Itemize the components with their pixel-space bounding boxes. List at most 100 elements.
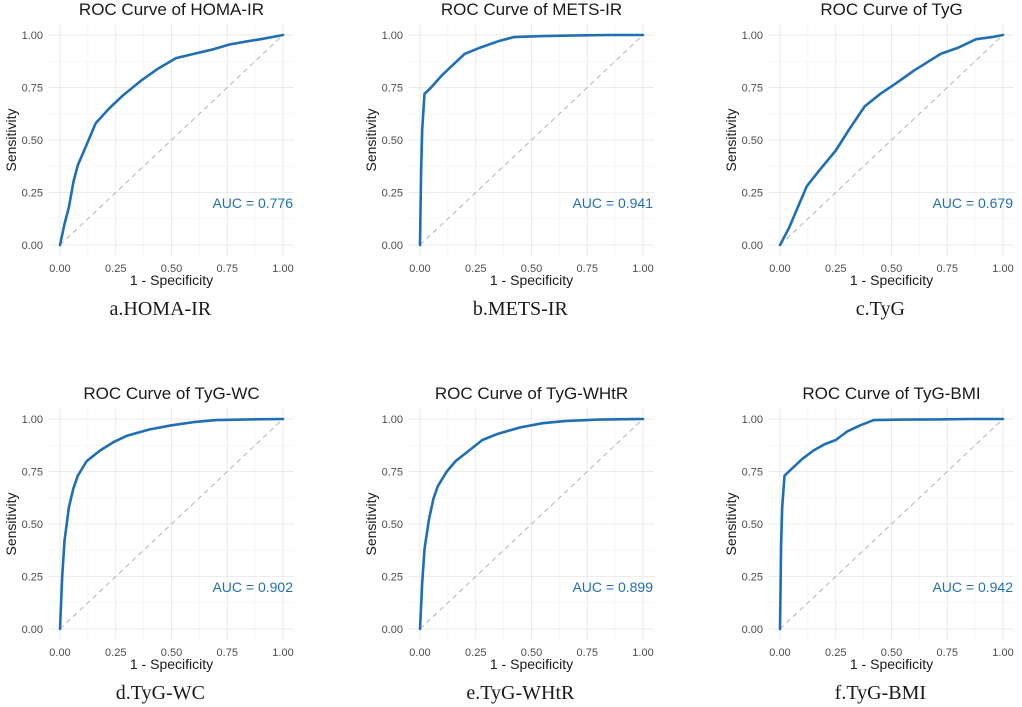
y-tick-label: 0.50 [382, 135, 403, 147]
roc-curve-line [418, 417, 645, 631]
panel-caption: f.TyG-BMI [835, 682, 926, 704]
roc-curve-line [58, 33, 285, 247]
x-tick-label: 0.00 [769, 263, 790, 275]
panel-caption: a.HOMA-IR [110, 298, 212, 320]
x-tick-label: 0.50 [521, 647, 542, 659]
x-axis-label: 1 - Specificity [850, 656, 933, 672]
x-tick-label: 0.25 [105, 647, 126, 659]
chart-title: ROC Curve of TyG-WHtR [435, 384, 628, 403]
y-tick-label: 0.50 [22, 519, 43, 531]
auc-annotation: AUC = 0.899 [572, 579, 653, 595]
x-axis-label: 1 - Specificity [490, 272, 573, 288]
y-tick-label: 0.50 [22, 135, 43, 147]
x-tick-label: 0.50 [881, 263, 902, 275]
x-tick-label: 0.25 [465, 647, 486, 659]
x-tick-label: 0.50 [521, 263, 542, 275]
x-tick-label: 1.00 [632, 647, 653, 659]
x-tick-label: 0.75 [577, 647, 598, 659]
y-tick-label: 0.00 [22, 240, 43, 252]
auc-annotation: AUC = 0.942 [932, 579, 1013, 595]
roc-panel-2: 0.00 0.25 0.50 0.75 1.00 0.00 0.25 0.50 0.75 1.00… [363, 0, 654, 320]
reference-diagonal [59, 34, 284, 246]
y-tick-label: 0.25 [22, 572, 43, 584]
auc-annotation: AUC = 0.902 [212, 579, 293, 595]
chart-title: ROC Curve of METS-IR [441, 0, 622, 19]
x-axis-label: 1 - Specificity [490, 656, 573, 672]
x-tick-label: 0.50 [161, 263, 182, 275]
y-tick-label: 0.00 [742, 624, 763, 636]
y-tick-label: 0.00 [382, 240, 403, 252]
y-tick-label: 0.50 [742, 519, 763, 531]
reference-diagonal [779, 418, 1004, 630]
y-tick-label: 0.25 [742, 572, 763, 584]
y-axis-label: Sensitivity [363, 108, 379, 171]
y-tick-label: 0.00 [382, 624, 403, 636]
x-tick-label: 0.75 [577, 263, 598, 275]
chart-title: ROC Curve of TyG-BMI [802, 384, 980, 403]
y-tick-label: 0.50 [382, 519, 403, 531]
x-tick-label: 0.75 [217, 647, 238, 659]
reference-diagonal [779, 34, 1004, 246]
y-tick-label: 0.25 [382, 188, 403, 200]
y-tick-label: 0.50 [742, 135, 763, 147]
reference-diagonal [419, 418, 644, 630]
x-tick-label: 0.00 [409, 263, 430, 275]
roc-curve-line [58, 417, 285, 631]
y-axis-label: Sensitivity [723, 492, 739, 555]
x-tick-label: 0.75 [937, 263, 958, 275]
roc-panel-4: 0.00 0.25 0.50 0.75 1.00 0.00 0.25 0.50 0.75 1.00… [3, 384, 294, 704]
roc-curve-line [778, 33, 1005, 247]
panel-caption: c.TyG [856, 298, 905, 320]
x-tick-label: 0.25 [465, 263, 486, 275]
reference-diagonal [59, 418, 284, 630]
y-axis-label: Sensitivity [3, 108, 19, 171]
roc-curve-line [418, 33, 645, 247]
y-tick-label: 1.00 [22, 414, 43, 426]
x-tick-label: 0.00 [409, 647, 430, 659]
x-tick-label: 0.25 [105, 263, 126, 275]
y-tick-label: 0.75 [382, 467, 403, 479]
y-tick-label: 1.00 [22, 30, 43, 42]
y-tick-label: 0.00 [22, 624, 43, 636]
roc-panel-1: 0.00 0.25 0.50 0.75 1.00 0.00 0.25 0.50 0.75 1.00… [3, 0, 294, 320]
roc-panel-6: 0.00 0.25 0.50 0.75 1.00 0.00 0.25 0.50 0.75 1.00… [723, 384, 1014, 704]
reference-diagonal [419, 34, 644, 246]
x-tick-label: 0.50 [161, 647, 182, 659]
x-axis-label: 1 - Specificity [850, 272, 933, 288]
y-tick-label: 0.75 [22, 467, 43, 479]
x-tick-label: 1.00 [992, 263, 1013, 275]
y-tick-label: 0.75 [382, 83, 403, 95]
x-tick-label: 0.00 [49, 263, 70, 275]
x-tick-label: 0.00 [49, 647, 70, 659]
y-tick-label: 0.75 [742, 467, 763, 479]
y-axis-label: Sensitivity [363, 492, 379, 555]
chart-title: ROC Curve of TyG-WC [83, 384, 259, 403]
x-axis-label: 1 - Specificity [130, 272, 213, 288]
y-tick-label: 0.75 [22, 83, 43, 95]
y-tick-label: 1.00 [382, 414, 403, 426]
x-tick-label: 1.00 [632, 263, 653, 275]
x-tick-label: 0.25 [825, 263, 846, 275]
panel-caption: d.TyG-WC [116, 682, 205, 704]
roc-panel-5: 0.00 0.25 0.50 0.75 1.00 0.00 0.25 0.50 0.75 1.00… [363, 384, 654, 704]
roc-panel-3: 0.00 0.25 0.50 0.75 1.00 0.00 0.25 0.50 0.75 1.00… [723, 0, 1014, 320]
x-tick-label: 0.75 [937, 647, 958, 659]
x-tick-label: 1.00 [272, 263, 293, 275]
auc-annotation: AUC = 0.776 [212, 195, 293, 211]
y-tick-label: 0.00 [742, 240, 763, 252]
auc-annotation: AUC = 0.679 [932, 195, 1013, 211]
chart-title: ROC Curve of TyG [820, 0, 962, 19]
y-tick-label: 0.25 [742, 188, 763, 200]
y-tick-label: 1.00 [742, 30, 763, 42]
x-axis-label: 1 - Specificity [130, 656, 213, 672]
y-tick-label: 0.25 [382, 572, 403, 584]
x-tick-label: 0.50 [881, 647, 902, 659]
y-tick-label: 1.00 [742, 414, 763, 426]
y-tick-label: 1.00 [382, 30, 403, 42]
roc-curve-line [778, 417, 1005, 631]
x-tick-label: 1.00 [272, 647, 293, 659]
panel-caption: b.METS-IR [473, 298, 569, 320]
x-tick-label: 0.00 [769, 647, 790, 659]
auc-annotation: AUC = 0.941 [572, 195, 653, 211]
